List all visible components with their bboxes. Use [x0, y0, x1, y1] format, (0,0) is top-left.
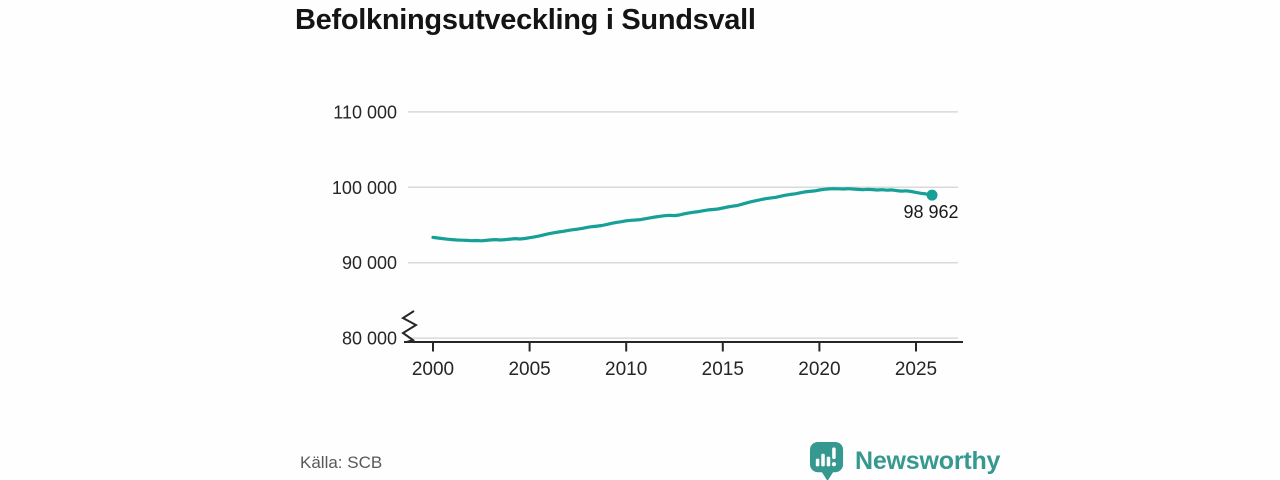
x-tick-label: 2005: [508, 359, 550, 380]
newsworthy-icon: [809, 442, 844, 480]
newsworthy-logo: Newsworthy: [809, 441, 1000, 480]
source-label: Källa: SCB: [300, 453, 383, 472]
x-tick-label: 2000: [412, 359, 454, 380]
y-tick-label: 90 000: [342, 253, 397, 273]
population-line: [431, 187, 934, 243]
y-tick-label: 110 000: [333, 102, 397, 122]
y-tick-label: 100 000: [332, 178, 397, 198]
newsworthy-wordmark: Newsworthy: [855, 447, 1001, 475]
end-value-label: 98 962: [904, 202, 959, 222]
axis-break-icon: [401, 310, 419, 343]
x-tick-label: 2020: [798, 359, 840, 380]
x-tick-label: 2025: [895, 359, 937, 380]
chart-title: Befolkningsutveckling i Sundsvall: [295, 4, 756, 36]
x-tick-label: 2015: [702, 359, 744, 380]
end-point-dot: [926, 189, 938, 201]
y-tick-label: 80 000: [342, 329, 397, 349]
x-tick-label: 2010: [605, 359, 647, 380]
